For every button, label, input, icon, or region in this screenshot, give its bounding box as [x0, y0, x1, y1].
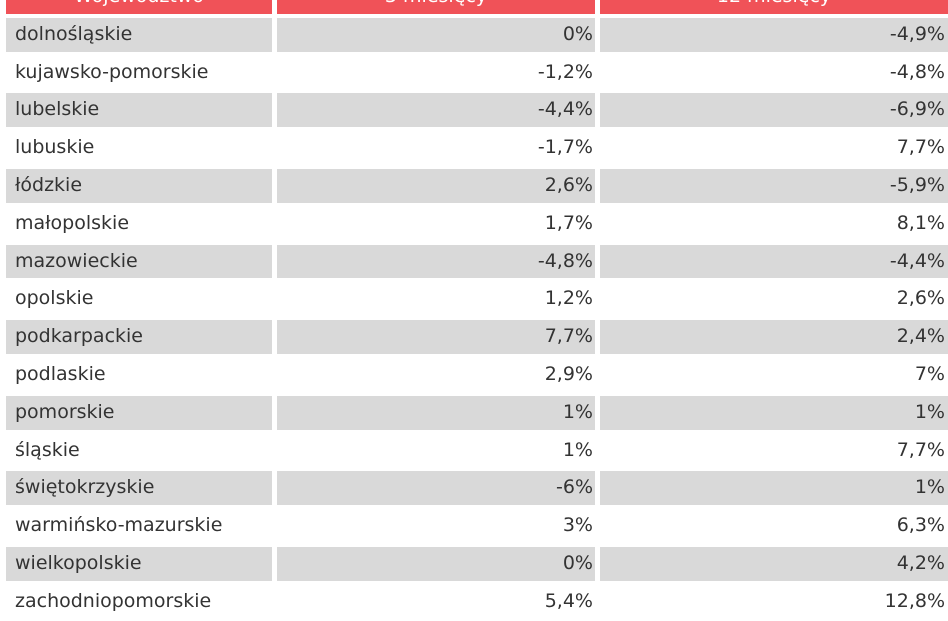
table-row: małopolskie 1,7% 8,1%	[6, 205, 948, 243]
change-12-months: 6,3%	[896, 514, 945, 537]
change-3-months: 0%	[277, 17, 595, 52]
region-name: pomorskie	[6, 395, 272, 430]
region-name: dolnośląskie	[6, 17, 272, 52]
table-header-row: Województwo 3 miesięcy 12 miesięcy	[6, 0, 948, 16]
change-3-months: 1,2%	[544, 287, 593, 310]
table-row: warmińsko-mazurskie 3% 6,3%	[6, 507, 948, 545]
table-row: pomorskie 1% 1%	[6, 394, 948, 432]
change-12-months: -4,4%	[600, 244, 948, 279]
region-name: zachodniopomorskie	[15, 589, 212, 612]
region-name: podkarpackie	[6, 320, 272, 354]
change-3-months: 2,6%	[277, 168, 595, 203]
change-12-months: -6,9%	[600, 93, 948, 128]
region-name: lubelskie	[6, 93, 272, 128]
region-name: wielkopolskie	[6, 546, 272, 581]
change-12-months: 4,2%	[600, 546, 948, 581]
table-row: kujawsko-pomorskie -1,2% -4,8%	[6, 54, 948, 92]
change-3-months: 1%	[277, 395, 595, 430]
region-name: warmińsko-mazurskie	[15, 514, 223, 537]
change-12-months: 2,4%	[600, 320, 948, 354]
change-3-months: -1,2%	[537, 60, 593, 83]
region-name: lubuskie	[15, 136, 95, 159]
change-3-months: -4,4%	[277, 93, 595, 128]
region-name: małopolskie	[15, 211, 130, 234]
change-3-months: 5,4%	[544, 589, 593, 612]
region-name: podlaskie	[15, 362, 106, 385]
change-3-months: 1,7%	[544, 211, 593, 234]
table-row: zachodniopomorskie 5,4% 12,8%	[6, 583, 948, 621]
change-3-months: 0%	[277, 546, 595, 581]
region-name: mazowieckie	[6, 244, 272, 279]
region-name: świętokrzyskie	[6, 471, 272, 506]
change-12-months: -5,9%	[600, 168, 948, 203]
change-3-months: -1,7%	[537, 136, 593, 159]
table-row: lubelskie -4,4% -6,9%	[6, 91, 948, 129]
table-row: podkarpackie 7,7% 2,4%	[6, 318, 948, 356]
table-row: świętokrzyskie -6% 1%	[6, 469, 948, 507]
change-3-months: 3%	[562, 514, 593, 537]
table-row: wielkopolskie 0% 4,2%	[6, 545, 948, 583]
region-name: śląskie	[15, 438, 80, 461]
header-region[interactable]: Województwo	[6, 0, 272, 14]
change-12-months: 7,7%	[896, 136, 945, 159]
table-row: śląskie 1% 7,7%	[6, 432, 948, 470]
table-row: lubuskie -1,7% 7,7%	[6, 129, 948, 167]
change-12-months: 1%	[600, 395, 948, 430]
change-12-months: 7%	[914, 362, 945, 385]
change-12-months: 7,7%	[896, 438, 945, 461]
table-row: opolskie 1,2% 2,6%	[6, 280, 948, 318]
change-12-months: -4,8%	[889, 60, 945, 83]
change-12-months: -4,9%	[600, 17, 948, 52]
region-name: kujawsko-pomorskie	[15, 60, 209, 83]
region-name: opolskie	[15, 287, 94, 310]
table-row: mazowieckie -4,8% -4,4%	[6, 243, 948, 281]
table-row: dolnośląskie 0% -4,9%	[6, 16, 948, 54]
header-3-months[interactable]: 3 miesięcy	[277, 0, 595, 14]
change-3-months: 7,7%	[277, 320, 595, 354]
table-row: łódzkie 2,6% -5,9%	[6, 167, 948, 205]
change-3-months: -6%	[277, 471, 595, 506]
change-12-months: 1%	[600, 471, 948, 506]
table-row: podlaskie 2,9% 7%	[6, 356, 948, 394]
change-12-months: 8,1%	[896, 211, 945, 234]
change-3-months: -4,8%	[277, 244, 595, 279]
change-3-months: 2,9%	[544, 362, 593, 385]
regional-price-change-table: Województwo 3 miesięcy 12 miesięcy dolno…	[6, 0, 948, 621]
region-name: łódzkie	[6, 168, 272, 203]
header-12-months[interactable]: 12 miesięcy	[600, 0, 948, 14]
change-12-months: 12,8%	[884, 589, 945, 612]
change-3-months: 1%	[562, 438, 593, 461]
change-12-months: 2,6%	[896, 287, 945, 310]
